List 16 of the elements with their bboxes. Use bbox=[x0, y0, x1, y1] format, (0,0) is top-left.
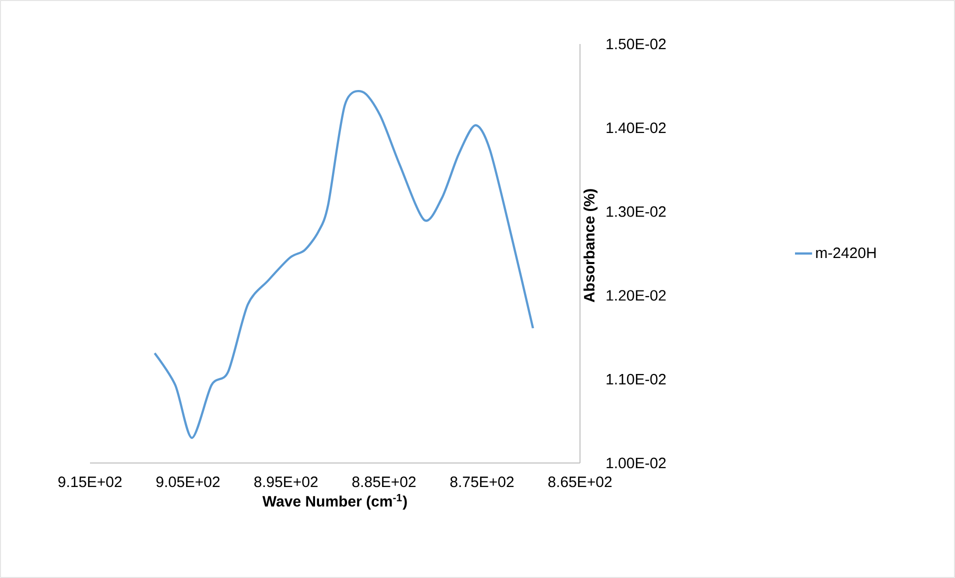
y-tick-label: 1.50E-02 bbox=[606, 38, 666, 50]
x-tick-label: 9.05E+02 bbox=[156, 476, 220, 488]
y-tick-label: 1.00E-02 bbox=[606, 458, 666, 468]
x-tick-label: 8.95E+02 bbox=[254, 476, 318, 488]
x-tick-label: 9.15E+02 bbox=[58, 476, 122, 488]
y-tick-label: 1.40E-02 bbox=[606, 122, 666, 134]
y-tick-label: 1.30E-02 bbox=[606, 206, 666, 217]
y-tick-label: 1.10E-02 bbox=[606, 374, 666, 385]
line-series bbox=[154, 90, 534, 439]
x-tick-label: 8.75E+02 bbox=[450, 476, 514, 488]
legend-label: m-2420H bbox=[816, 248, 876, 258]
y-axis-title: Absorbance (%) bbox=[584, 189, 598, 302]
x-axis-title: Wave Number (cm$^{-1}$) bbox=[262, 494, 407, 510]
x-tick-label: 8.85E+02 bbox=[352, 476, 416, 488]
x-tick-label: 8.65E+02 bbox=[548, 476, 612, 488]
y-tick-label: 1.20E-02 bbox=[606, 290, 666, 301]
